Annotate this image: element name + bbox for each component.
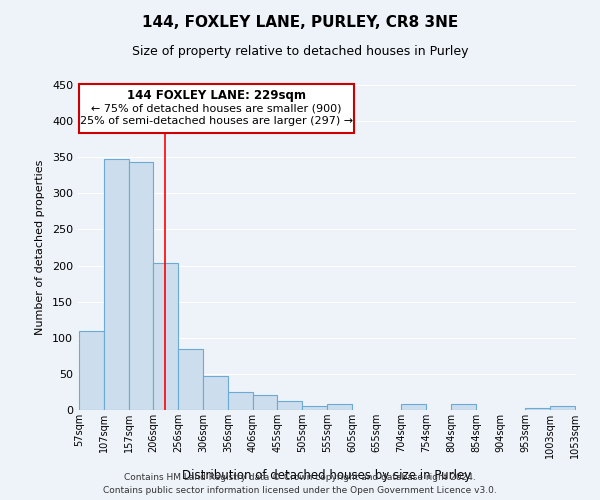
Text: 144 FOXLEY LANE: 229sqm: 144 FOXLEY LANE: 229sqm (127, 88, 306, 102)
Bar (104, 158, 128, 410)
Text: Contains HM Land Registry data © Crown copyright and database right 2024.: Contains HM Land Registry data © Crown c… (124, 474, 476, 482)
FancyBboxPatch shape (79, 84, 355, 134)
Text: Contains public sector information licensed under the Open Government Licence v3: Contains public sector information licen… (103, 486, 497, 495)
Bar (178, 348, 203, 410)
Y-axis label: Number of detached properties: Number of detached properties (35, 160, 45, 335)
X-axis label: Distribution of detached houses by size in Purley: Distribution of detached houses by size … (182, 470, 472, 482)
Bar (129, 162, 153, 410)
Text: 25% of semi-detached houses are larger (297) →: 25% of semi-detached houses are larger (… (80, 116, 353, 126)
Text: ← 75% of detached houses are smaller (900): ← 75% of detached houses are smaller (90… (91, 103, 342, 113)
Bar (228, 392, 253, 410)
Bar (203, 376, 228, 410)
Bar (526, 408, 550, 410)
Text: 144, FOXLEY LANE, PURLEY, CR8 3NE: 144, FOXLEY LANE, PURLEY, CR8 3NE (142, 15, 458, 30)
Bar (401, 404, 426, 410)
Bar (550, 406, 575, 410)
Text: Size of property relative to detached houses in Purley: Size of property relative to detached ho… (132, 45, 468, 58)
Bar (277, 402, 302, 410)
Bar (154, 264, 178, 410)
Bar (253, 395, 277, 410)
Bar (451, 404, 476, 410)
Bar (327, 404, 352, 410)
Bar (302, 406, 327, 410)
Bar (79, 330, 104, 410)
